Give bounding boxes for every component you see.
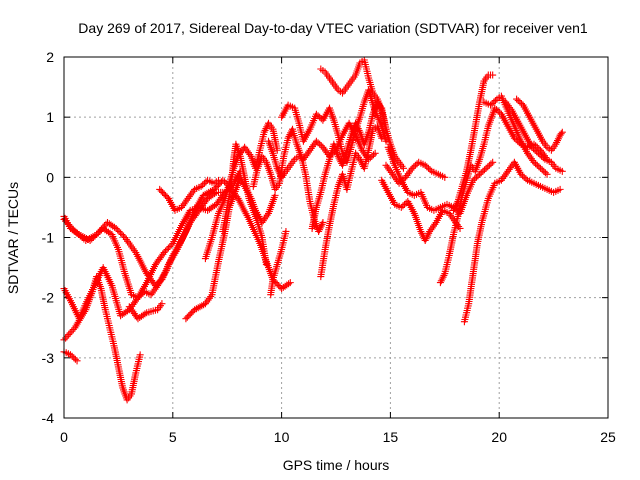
y-tick-label: -1 [42,230,55,246]
series-13 [267,227,290,299]
y-tick-label: -2 [42,290,55,306]
x-tick-label: 20 [491,429,507,445]
plot-frame [63,56,609,419]
series-6-markers [125,300,166,323]
y-tick-label: -3 [42,350,55,366]
series-10 [219,140,270,269]
x-tick-label: 0 [60,429,68,445]
series-25-markers [502,98,566,175]
y-tick-label: 1 [46,109,54,125]
series-19-markers [378,176,464,244]
series-13-markers [267,227,290,299]
series-25 [502,98,566,175]
series-24 [480,92,551,178]
series-21 [436,104,551,287]
chart-title: Day 269 of 2017, Sidereal Day-to-day VTE… [78,20,588,36]
series-21-markers [436,104,551,287]
series-20 [384,143,497,217]
series-6 [125,300,166,323]
y-tick-label: 2 [46,49,54,65]
series-16-markers [317,122,386,281]
x-tick-label: 25 [600,429,616,445]
y-axis-label: SDTVAR / TECUs [5,182,21,294]
series-23-markers [450,71,497,214]
series-20-markers [384,143,497,217]
series-17 [317,56,390,133]
series-7 [156,176,222,214]
x-tick-label: 10 [274,429,290,445]
series-17-markers [317,56,390,133]
series-22 [460,158,564,326]
series-24-markers [480,92,551,178]
x-tick-label: 15 [383,429,399,445]
axis-ticks: 0 5 10 15 20 25 -4 -3 -2 -1 0 1 2 [42,49,616,445]
series-7-markers [156,176,222,214]
x-tick-label: 5 [169,429,177,445]
series-23 [450,71,497,214]
data-markers [60,56,566,404]
y-tick-label: -4 [42,410,55,426]
x-axis-label: GPS time / hours [283,457,390,473]
series-22-markers [460,158,564,326]
series-16 [317,122,386,281]
series-26-markers [513,95,566,154]
y-tick-label: 0 [46,169,54,185]
series-10-markers [219,140,270,269]
series-19 [378,176,464,244]
series-26 [513,95,566,154]
